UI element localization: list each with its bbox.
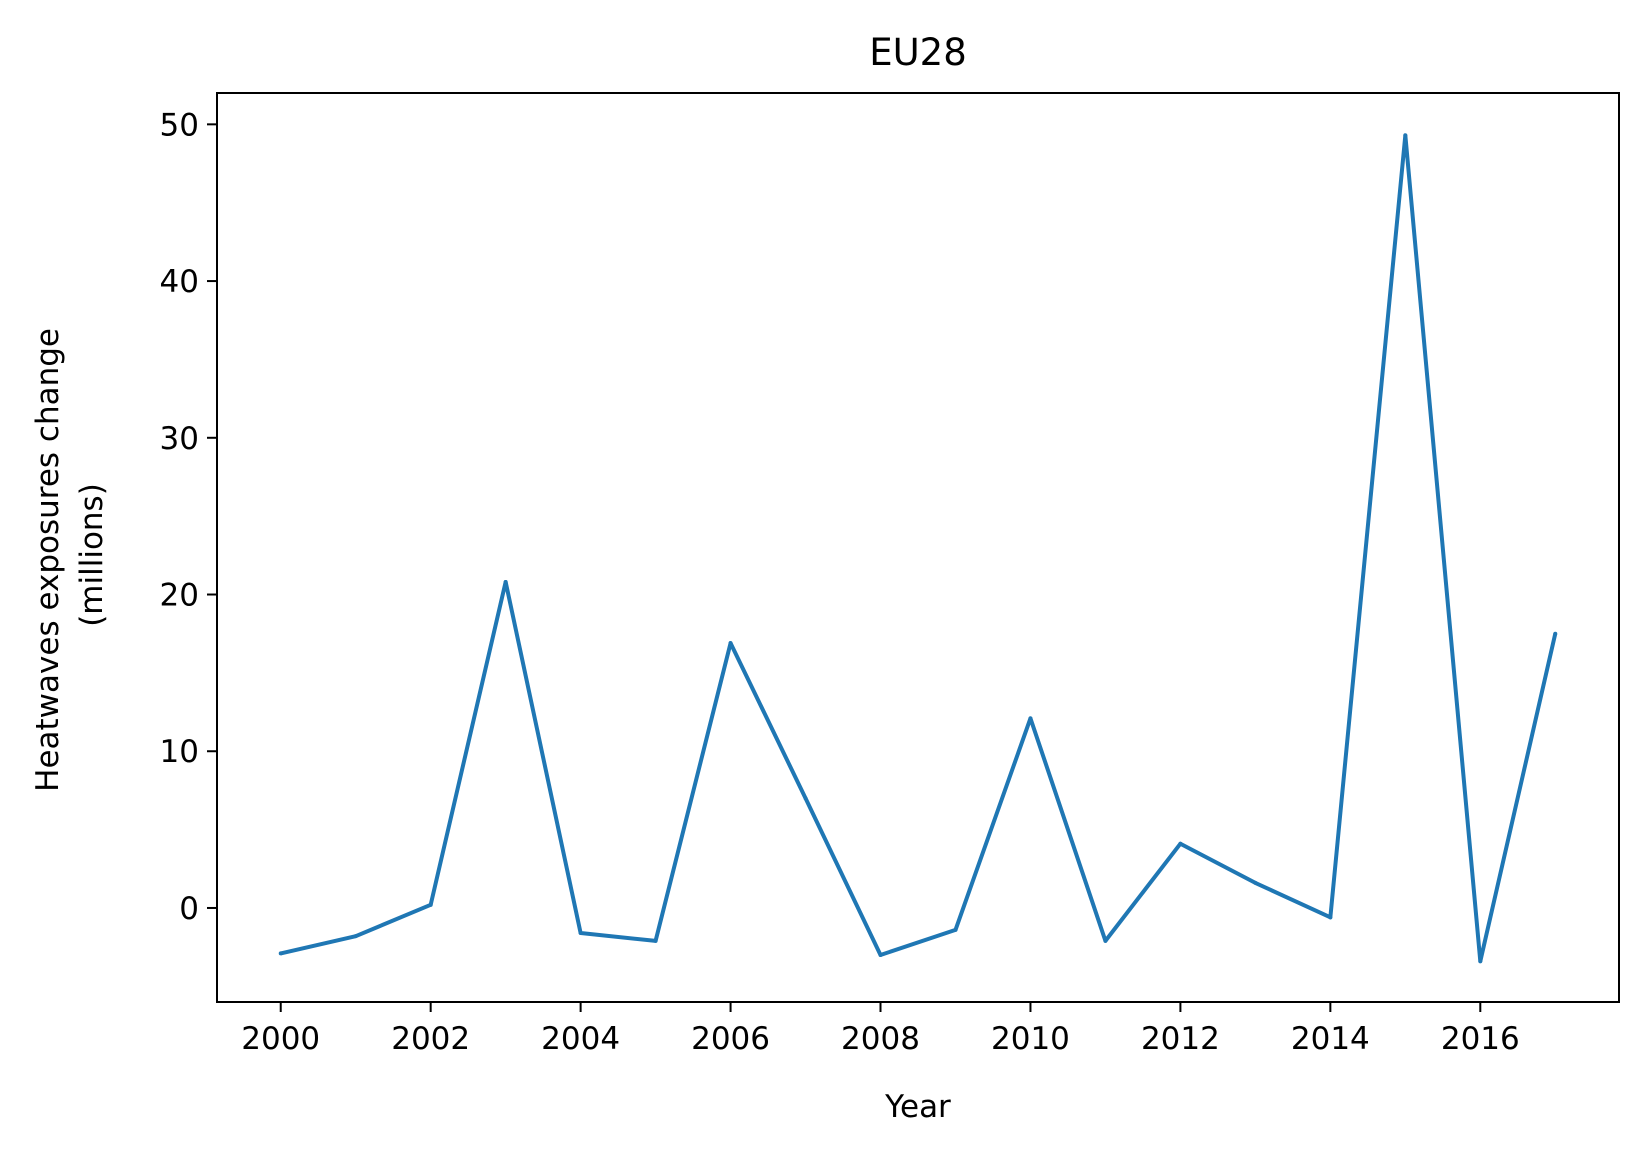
y-axis-label-line-1: Heatwaves exposures change <box>30 328 66 792</box>
data-point <box>428 902 433 907</box>
data-point <box>278 951 283 956</box>
data-point <box>1178 841 1183 846</box>
data-point <box>878 952 883 957</box>
x-tick-label: 2016 <box>1441 1021 1520 1057</box>
y-tick-label: 10 <box>160 734 199 770</box>
x-tick-label: 2002 <box>391 1021 470 1057</box>
y-axis: 0 10 20 30 40 50 <box>160 107 217 927</box>
x-tick-label: 2006 <box>691 1021 770 1057</box>
data-point <box>503 579 508 584</box>
data-point <box>1553 631 1558 636</box>
y-tick-label: 20 <box>160 578 199 614</box>
y-tick-label: 50 <box>160 107 199 143</box>
data-point <box>1253 880 1258 885</box>
data-point <box>1328 915 1333 920</box>
data-point <box>578 931 583 936</box>
data-point <box>1478 959 1483 964</box>
y-tick-label: 30 <box>160 421 199 457</box>
series-line <box>280 133 1558 964</box>
data-point <box>1103 938 1108 943</box>
x-tick-label: 2010 <box>991 1021 1070 1057</box>
chart-title: EU28 <box>869 31 967 74</box>
plot-frame <box>216 92 1620 1003</box>
x-tick-label: 2004 <box>541 1021 620 1057</box>
data-point <box>653 938 658 943</box>
x-axis-label: Year <box>884 1089 951 1125</box>
y-axis-label-line-2: (millions) <box>74 483 110 627</box>
y-tick-label: 0 <box>179 891 199 927</box>
y-axis-label: Heatwaves exposures change (millions) <box>30 318 110 792</box>
data-point <box>728 641 733 646</box>
x-axis: 2000 2002 2004 2006 2008 2010 2012 2014 2016 <box>241 1002 1520 1057</box>
y-tick-label: 40 <box>160 264 199 300</box>
data-point <box>353 934 358 939</box>
data-point <box>1403 133 1408 138</box>
data-point <box>1028 716 1033 721</box>
x-tick-label: 2012 <box>1141 1021 1220 1057</box>
data-point <box>803 796 808 801</box>
data-point <box>953 927 958 932</box>
x-tick-label: 2000 <box>241 1021 320 1057</box>
plot-area <box>278 133 1558 964</box>
x-tick-label: 2008 <box>841 1021 920 1057</box>
x-tick-label: 2014 <box>1291 1021 1370 1057</box>
